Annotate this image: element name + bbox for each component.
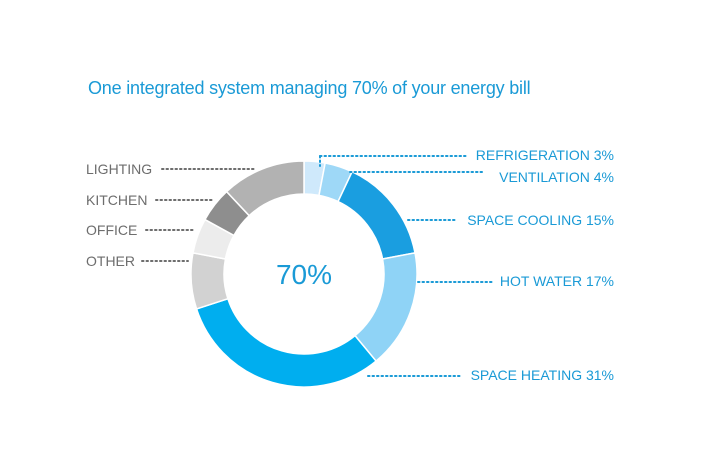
label-lighting: LIGHTING (86, 161, 152, 177)
slice-other (190, 251, 229, 310)
label-space-cooling: SPACE COOLING 15% (467, 212, 614, 228)
label-space-heating: SPACE HEATING 31% (471, 367, 614, 383)
label-hot-water: HOT WATER 17% (500, 273, 614, 289)
slice-hot-water (353, 251, 418, 363)
label-refrigeration: REFRIGERATION 3% (476, 147, 614, 163)
label-other: OTHER (86, 253, 135, 269)
center-label: 70% (276, 259, 332, 290)
label-office: OFFICE (86, 222, 137, 238)
chart-title: One integrated system managing 70% of yo… (88, 78, 531, 98)
slice-lighting (225, 160, 305, 217)
label-kitchen: KITCHEN (86, 192, 147, 208)
slice-space-heating (195, 297, 378, 388)
slice-space-cooling (337, 170, 416, 260)
label-ventilation: VENTILATION 4% (499, 169, 614, 185)
